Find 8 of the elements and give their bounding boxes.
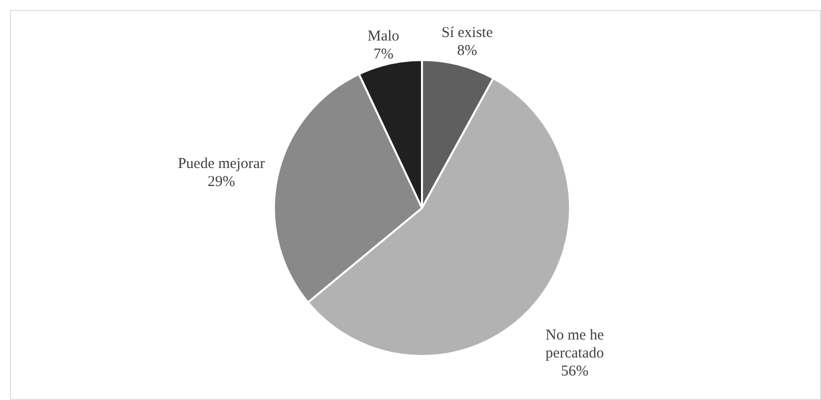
slice-label: Sí existe [442, 25, 494, 42]
slice-label: Malo [368, 28, 400, 45]
data-label: 56% [560, 363, 588, 380]
data-label: 29% [208, 174, 236, 190]
data-label: 8% [457, 43, 478, 60]
slice-label: Puede mejorar [178, 156, 265, 172]
data-label: 7% [373, 46, 394, 63]
slice-label: No me he percatado [546, 327, 604, 362]
